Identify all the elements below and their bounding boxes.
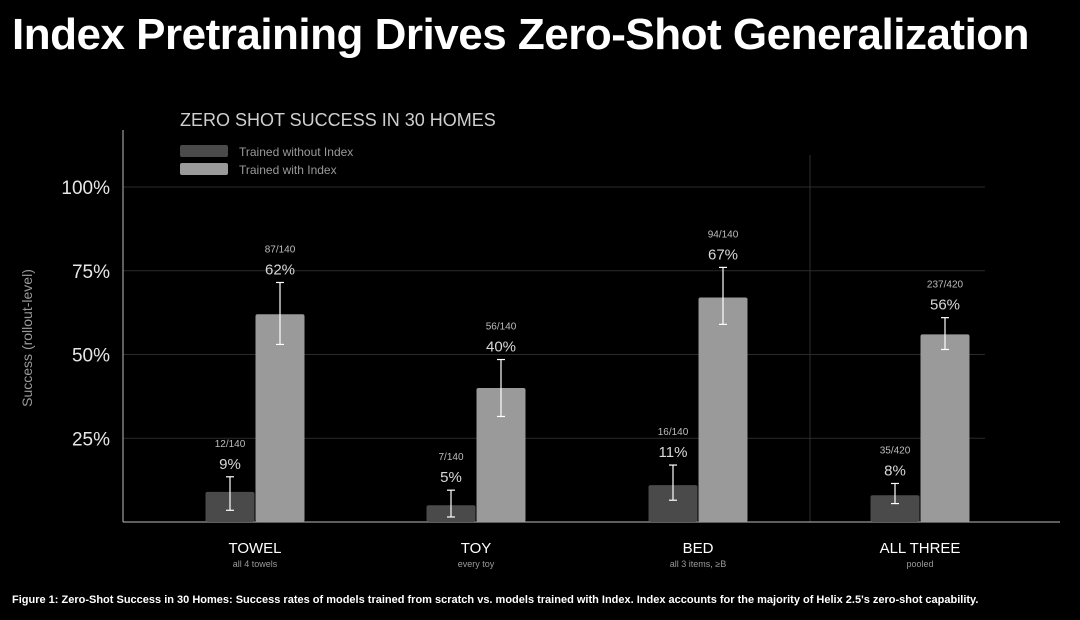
chart-title: ZERO SHOT SUCCESS IN 30 HOMES (180, 110, 496, 130)
count-label: 237/420 (927, 280, 964, 291)
bar (870, 495, 920, 522)
count-label: 35/420 (880, 445, 911, 456)
chart-area: 25% 50% 75% 100% ZERO SHOT SUCCESS IN 30 HOM… (0, 90, 1080, 580)
count-label: 87/140 (265, 244, 296, 255)
x-tick-sublabel: all 4 towels (233, 559, 278, 569)
figure-caption: Figure 1: Zero-Shot Success in 30 Homes:… (12, 594, 979, 606)
count-label: 7/140 (438, 452, 463, 463)
legend-swatch (180, 145, 228, 157)
x-tick-label: TOY (461, 540, 492, 557)
bar (698, 297, 748, 522)
data-label: 62% (265, 261, 295, 278)
data-label: 11% (659, 444, 688, 461)
data-label: 9% (219, 456, 241, 473)
x-tick-sublabel: every toy (458, 559, 495, 569)
y-tick-label: 75% (72, 262, 110, 283)
x-tick-label: ALL THREE (880, 540, 961, 557)
data-label: 56% (930, 297, 960, 314)
page-title: Index Pretraining Drives Zero-Shot Gener… (12, 10, 1030, 59)
y-tick-label: 50% (72, 346, 110, 367)
data-label: 8% (884, 462, 906, 479)
bar-chart: 25% 50% 75% 100% ZERO SHOT SUCCESS IN 30 HOM… (19, 110, 1060, 569)
data-label: 67% (708, 246, 738, 263)
y-tick-label: 25% (72, 429, 110, 450)
bar (920, 334, 970, 522)
bar (648, 485, 698, 522)
legend-label: Trained without Index (239, 145, 353, 159)
bar (255, 314, 305, 522)
y-axis-label: Success (rollout-level) (19, 269, 35, 407)
count-label: 16/140 (658, 427, 689, 438)
data-label: 40% (486, 339, 516, 356)
data-label: 5% (440, 469, 462, 486)
count-label: 12/140 (215, 439, 246, 450)
x-tick-sublabel: pooled (906, 559, 933, 569)
count-label: 94/140 (708, 229, 739, 240)
legend-swatch (180, 163, 228, 175)
bar (476, 388, 526, 522)
x-tick-label: BED (683, 540, 714, 557)
y-tick-label: 100% (61, 178, 110, 199)
legend-label: Trained with Index (239, 163, 337, 177)
x-tick-label: TOWEL (228, 540, 281, 557)
x-tick-sublabel: all 3 items, ≥B (670, 559, 726, 569)
count-label: 56/140 (486, 322, 517, 333)
